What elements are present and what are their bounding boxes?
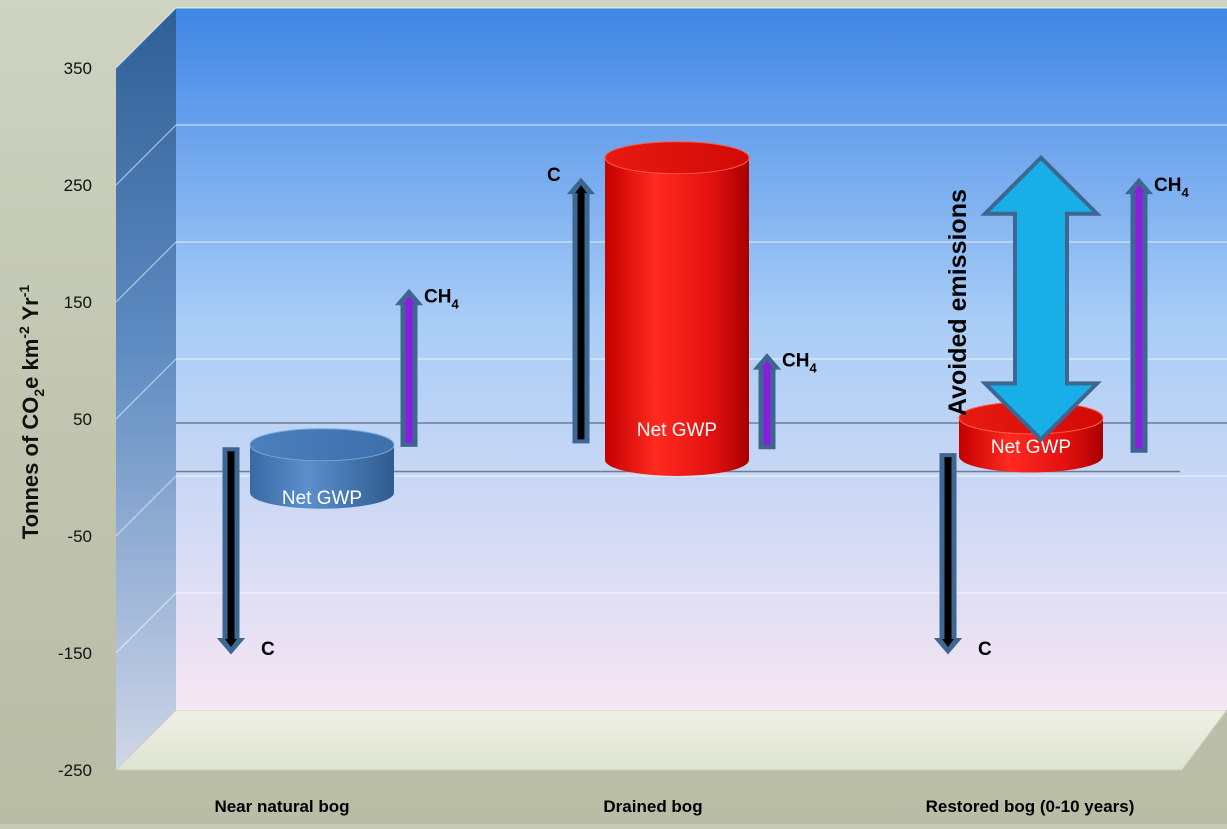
carbon-flux-arrow: C [216,447,275,660]
methane-flux-arrow: CH4 [394,286,459,447]
avoided-emissions-label: Avoided emissions [944,189,972,416]
gridline-side [115,124,177,186]
bar-body [250,444,394,509]
x-tick-label: Near natural bog [214,797,349,816]
bar-label: Net GWP [991,437,1071,458]
y-tick-label: 350 [64,59,92,78]
flux-label: C [547,165,561,186]
y-tick-label: -50 [67,527,92,546]
y-axis-label: Tonnes of CO2e km-2 Yr-1 [16,285,47,540]
gridline-side [115,475,177,537]
gridline-side [115,7,177,69]
gridline-side [115,358,177,420]
x-tick-label: Restored bog (0-10 years) [926,797,1135,816]
gridline-side [115,241,177,303]
chart-marks: Net GWP Net GWP Net GWP C CH4 C CH4 C CH4 Avoided… [216,141,1189,660]
bar-top [249,428,395,462]
avoided-emissions-arrow: Avoided emissions [944,154,1102,443]
y-tick-label: -150 [58,644,92,663]
methane-flux-arrow: CH4 [1124,175,1189,453]
y-tick-labels: 350 250 150 50 -50 -150 -250 [58,59,92,780]
carbon-flux-arrow: C [547,165,596,444]
carbon-flux-arrow: C [933,453,992,660]
bar-body [605,157,749,476]
flux-label: CH4 [782,351,817,376]
flux-label: C [978,639,992,660]
floor [114,709,1227,771]
methane-flux-arrow: CH4 [752,351,817,450]
y-tick-label: 50 [73,410,92,429]
bar-net-gwp: Net GWP [249,428,395,509]
gridline-side [115,592,177,654]
y-tick-label: 250 [64,176,92,195]
y-tick-label: -250 [58,761,92,780]
flux-label: CH4 [424,286,459,311]
flux-label: C [261,639,275,660]
y-tick-label: 150 [64,293,92,312]
flux-label: CH4 [1154,175,1189,200]
x-tick-label: Drained bog [603,797,702,816]
bar-net-gwp: Net GWP [604,141,750,476]
bar-label: Net GWP [282,488,362,509]
bar-label: Net GWP [637,420,717,441]
bar-top [604,141,750,175]
